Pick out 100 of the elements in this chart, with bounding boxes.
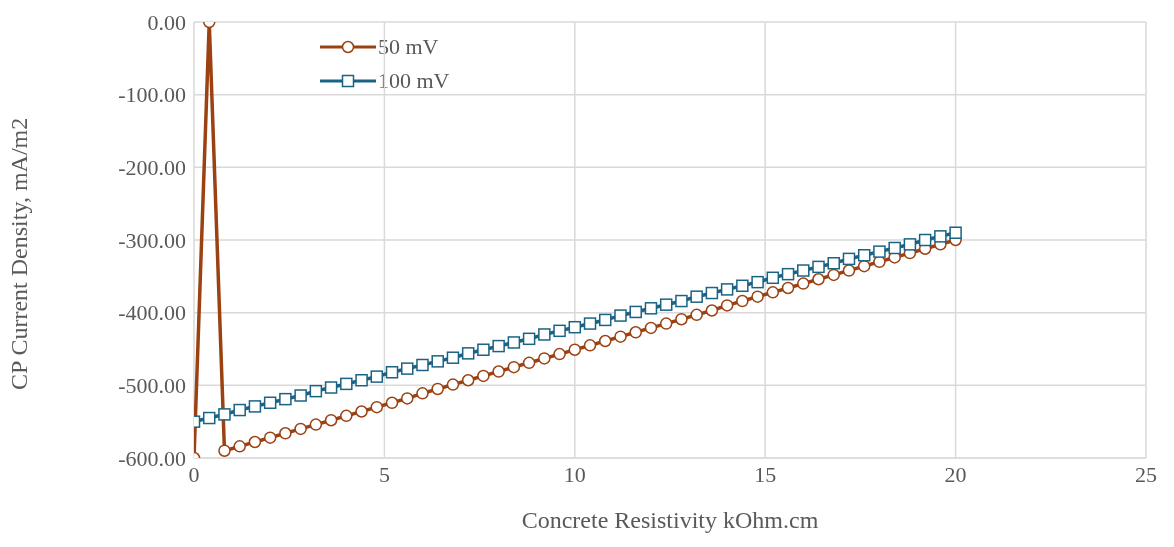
point <box>294 389 307 402</box>
point <box>385 366 399 379</box>
point <box>202 411 216 425</box>
point <box>553 347 566 361</box>
point <box>431 355 444 368</box>
point <box>522 356 536 370</box>
point <box>614 309 627 322</box>
point <box>599 334 612 348</box>
point <box>218 444 231 457</box>
point <box>751 290 764 303</box>
point <box>736 279 749 293</box>
point <box>370 370 384 383</box>
point <box>385 396 399 410</box>
point <box>446 351 460 364</box>
point <box>675 312 688 326</box>
point <box>416 387 429 400</box>
point <box>218 408 231 421</box>
point <box>522 332 536 346</box>
point <box>477 343 490 356</box>
point <box>888 241 901 255</box>
point <box>248 400 262 413</box>
point <box>309 384 323 398</box>
y-tick-label: -300.00 <box>118 227 186 253</box>
x-tick-label: 0 <box>188 461 200 487</box>
point <box>370 400 384 414</box>
point <box>309 418 323 431</box>
point <box>263 431 277 444</box>
point <box>797 277 810 290</box>
point <box>949 226 962 239</box>
point <box>873 245 886 258</box>
point <box>401 362 414 375</box>
point <box>812 272 825 286</box>
point <box>705 286 719 300</box>
point <box>431 382 444 396</box>
point <box>568 320 582 334</box>
point <box>766 271 780 285</box>
point <box>553 324 566 338</box>
point <box>279 392 292 406</box>
y-tick-label: -100.00 <box>118 82 186 108</box>
point <box>492 339 505 353</box>
point <box>461 347 475 360</box>
point <box>629 326 642 339</box>
point <box>705 304 719 317</box>
point <box>599 313 612 327</box>
point <box>903 238 917 251</box>
point <box>446 378 460 391</box>
y-tick-label: -500.00 <box>118 373 186 399</box>
y-tick-label: -200.00 <box>118 155 186 181</box>
point <box>233 440 246 453</box>
point <box>918 233 932 247</box>
point <box>294 422 307 436</box>
point <box>248 435 262 449</box>
point <box>736 294 749 308</box>
point <box>690 308 703 322</box>
point <box>568 343 582 356</box>
point <box>659 298 673 311</box>
point <box>781 267 795 281</box>
point <box>340 409 353 423</box>
point <box>797 264 810 277</box>
point <box>720 283 734 296</box>
point <box>416 358 429 372</box>
x-tick-label: 5 <box>378 461 390 487</box>
point <box>720 299 734 312</box>
y-tick-label: 0.00 <box>147 9 186 35</box>
point <box>644 302 658 315</box>
point <box>492 365 505 378</box>
point <box>659 317 673 330</box>
x-tick-label: 10 <box>563 461 586 487</box>
point <box>263 396 277 410</box>
legend-label: 50 mV <box>378 34 439 60</box>
point <box>355 405 368 418</box>
point <box>340 377 353 391</box>
point <box>461 374 475 387</box>
point <box>934 230 947 243</box>
y-tick-label: -600.00 <box>118 445 186 471</box>
point <box>477 369 490 383</box>
x-tick-label: 15 <box>754 461 777 487</box>
point <box>827 268 840 282</box>
point <box>538 328 551 341</box>
point <box>781 281 795 295</box>
point <box>812 260 825 274</box>
point <box>538 352 551 365</box>
point <box>690 290 703 303</box>
point <box>766 286 780 299</box>
point <box>614 330 627 343</box>
point <box>324 413 338 427</box>
point <box>507 360 521 374</box>
x-tick-label: 25 <box>1135 461 1157 487</box>
x-axis-title: Concrete Resistivity kOhm.cm <box>521 507 819 533</box>
point <box>279 427 292 440</box>
point <box>857 249 871 262</box>
point <box>507 336 521 349</box>
x-tick-label: 20 <box>944 461 967 487</box>
point <box>644 321 658 335</box>
point <box>827 257 840 270</box>
point <box>629 305 642 319</box>
y-axis-title: CP Current Density, mA/m2 <box>5 117 32 390</box>
point <box>355 374 368 387</box>
point <box>751 275 764 289</box>
point <box>842 252 856 266</box>
